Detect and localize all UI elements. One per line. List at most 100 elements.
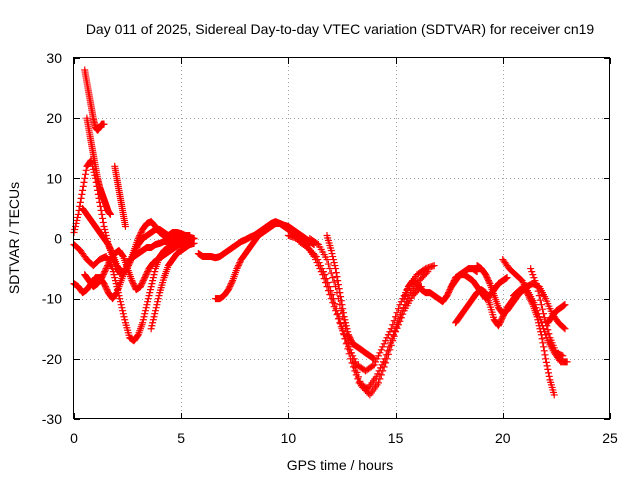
data-point: [354, 373, 362, 381]
data-point: [77, 194, 85, 202]
y-tick-label: -10: [42, 291, 62, 307]
series-arc-7: [83, 114, 114, 218]
data-point: [393, 324, 401, 332]
data-point: [496, 319, 504, 327]
data-point: [392, 328, 400, 336]
data-point: [121, 268, 129, 276]
data-point: [71, 225, 79, 233]
data-point: [74, 213, 82, 221]
data-point: [541, 314, 549, 322]
data-point: [379, 367, 387, 375]
data-point: [164, 231, 172, 239]
data-point: [124, 262, 132, 270]
data-point: [545, 330, 553, 338]
data-point: [144, 295, 152, 303]
data-point: [76, 198, 84, 206]
data-point: [101, 281, 109, 289]
data-point: [331, 300, 339, 308]
data-point: [116, 298, 124, 306]
data-point: [333, 311, 341, 319]
data-point: [530, 274, 538, 282]
data-point: [112, 290, 120, 298]
data-point: [154, 295, 162, 303]
data-point: [151, 307, 159, 315]
data-point: [339, 330, 347, 338]
data-point: [105, 242, 113, 250]
data-point: [337, 297, 345, 305]
data-point: [338, 301, 346, 309]
data-point: [143, 301, 151, 309]
data-point: [445, 287, 453, 295]
data-point: [380, 363, 388, 371]
data-point: [129, 280, 137, 288]
data-point: [136, 230, 144, 238]
data-point: [111, 274, 119, 282]
series-arc-14: [306, 235, 425, 399]
data-point: [444, 289, 452, 297]
x-tick-label: 20: [495, 430, 511, 446]
data-point: [346, 334, 354, 342]
data-point: [78, 190, 86, 198]
data-point: [482, 272, 490, 280]
data-point: [147, 283, 155, 291]
data-point: [399, 310, 407, 318]
data-point: [342, 322, 350, 330]
data-point: [483, 274, 491, 282]
data-point: [394, 321, 402, 329]
data-point: [100, 222, 108, 230]
data-point: [103, 263, 111, 271]
data-point: [143, 269, 151, 277]
data-point: [539, 339, 547, 347]
data-point: [132, 245, 140, 253]
data-point: [340, 313, 348, 321]
data-point: [146, 289, 154, 297]
data-point: [127, 256, 135, 264]
data-point: [150, 313, 158, 321]
data-point: [397, 314, 405, 322]
data-point: [333, 273, 341, 281]
data-point: [542, 358, 550, 366]
data-point: [151, 268, 159, 276]
data-point: [532, 304, 540, 312]
data-point: [82, 166, 90, 174]
data-point: [99, 271, 107, 279]
data-point: [533, 283, 541, 291]
data-point: [99, 214, 107, 222]
data-point: [543, 362, 551, 370]
data-point: [482, 271, 490, 279]
data-point: [495, 322, 503, 330]
data-point: [81, 174, 89, 182]
data-point: [394, 305, 402, 313]
data-point: [319, 268, 327, 276]
data-point: [335, 285, 343, 293]
data-point: [130, 250, 138, 258]
data-point: [234, 263, 242, 271]
data-point: [315, 259, 323, 267]
data-point: [124, 263, 132, 271]
data-point: [330, 278, 338, 286]
data-point: [324, 279, 332, 287]
data-point: [443, 292, 451, 300]
data-point: [144, 268, 152, 276]
data-point: [148, 322, 156, 330]
data-point: [149, 274, 157, 282]
data-point: [128, 277, 136, 285]
series-arc-8: [111, 162, 129, 230]
data-point: [337, 320, 345, 328]
data-point: [146, 286, 154, 294]
data-point: [387, 341, 395, 349]
data-point: [228, 278, 236, 286]
data-point: [534, 287, 542, 295]
data-point: [109, 265, 117, 273]
data-point: [137, 281, 145, 289]
x-tick-label: 0: [70, 430, 78, 446]
data-point: [136, 283, 144, 291]
x-tick-label: 10: [281, 430, 297, 446]
data-point: [374, 352, 382, 360]
data-point: [430, 262, 438, 270]
data-point: [141, 274, 149, 282]
data-point: [345, 332, 353, 340]
data-point: [536, 316, 544, 324]
data-point: [233, 265, 241, 273]
